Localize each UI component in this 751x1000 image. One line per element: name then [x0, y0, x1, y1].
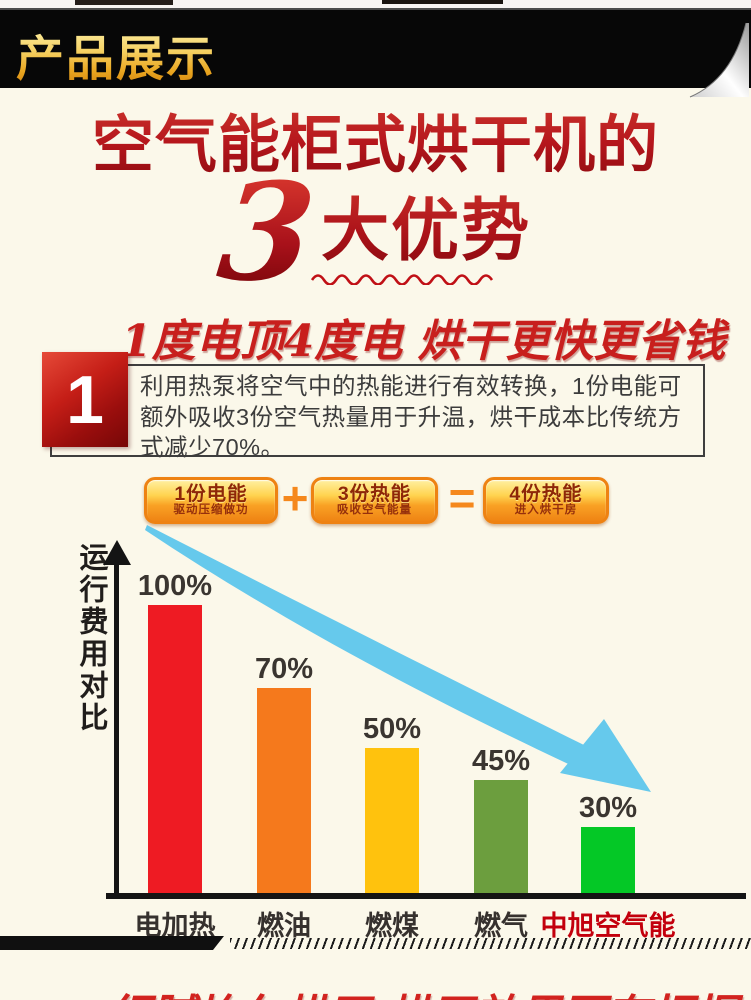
advantage1-number-badge: 1 — [42, 352, 128, 447]
page-curl-icon — [689, 22, 749, 98]
bar-value-label: 50% — [362, 713, 422, 745]
hero-title: 空气能柜式烘干机的 — [0, 94, 751, 184]
equals-operator: = — [448, 472, 476, 524]
hero-subtitle: 大优势 — [321, 175, 531, 274]
section-banner: 产品展示 — [0, 8, 751, 98]
top-strip — [0, 0, 751, 8]
plus-operator: + — [281, 472, 309, 524]
divider-solid-bar — [0, 936, 224, 950]
bar-2 — [257, 688, 311, 893]
formula-item-title: 4份热能 — [509, 483, 583, 505]
bar-category-label: 中旭空气能 — [540, 911, 676, 941]
y-axis-label: 运行费用对比 — [75, 542, 107, 734]
advantage1-body-line: 利用热泵将空气中的热能进行有效转换，1份电能可 — [140, 373, 682, 399]
formula-item-title: 1份电能 — [174, 483, 248, 505]
formula-item-subtitle: 吸收空气能量 — [337, 504, 412, 516]
cost-comparison-chart: 运行费用对比 100% 电加热 70% 燃油 50% 燃煤 45% 燃气 30% 中旭空气能 — [0, 518, 751, 942]
bar-4 — [474, 780, 528, 893]
previous-section-remnant — [382, 0, 503, 4]
y-axis-line — [114, 562, 119, 896]
formula-item-electric-energy: 1份电能 驱动压缩做功 — [144, 477, 278, 524]
previous-section-remnant — [75, 0, 173, 5]
advantage1-body-line: 额外吸收3份空气热量用于升温，烘干成本比传统方 — [140, 403, 682, 430]
banner-title: 产品展示 — [16, 19, 216, 89]
bar-value-label: 30% — [578, 792, 638, 824]
formula-item-subtitle: 进入烘干房 — [514, 504, 578, 516]
bar-value-label: 45% — [471, 745, 531, 777]
bar-category-label: 燃煤 — [365, 911, 419, 941]
formula-item-subtitle: 驱动压缩做功 — [173, 504, 249, 516]
next-section-heading-partial: 细腻均匀烘干 烘干效果更有把握 — [106, 980, 737, 1000]
x-axis-line — [106, 893, 746, 899]
advantage1-number: 1 — [66, 361, 104, 438]
y-axis-arrowhead-icon — [103, 540, 131, 565]
formula-item-title: 3份热能 — [337, 483, 412, 505]
big-number-3: 3 — [211, 153, 322, 312]
formula-item-total-heat: 4份热能 进入烘干房 — [483, 477, 609, 524]
bar-category-label: 燃油 — [257, 911, 311, 941]
advantage1-body: 利用热泵将空气中的热能进行有效转换，1份电能可 额外吸收3份空气热量用于升温，烘… — [140, 371, 715, 463]
bar-3 — [365, 748, 419, 893]
advantage1-heading: 1度电顶4度电 烘干更快更省钱 — [121, 316, 726, 367]
divider-stripes — [230, 938, 751, 949]
bar-value-label: 100% — [137, 570, 213, 602]
bar-1 — [148, 605, 202, 893]
bar-value-label: 70% — [254, 653, 314, 685]
bar-category-label: 燃气 — [474, 911, 528, 941]
trend-down-arrow-icon — [145, 525, 651, 792]
wavy-underline-decoration — [310, 274, 494, 285]
hero-subtitle-row: 3 大优势 — [0, 153, 751, 312]
advantage1-body-line: 式减少70%。 — [140, 434, 285, 460]
bar-5 — [581, 827, 635, 893]
formula-item-heat-energy: 3份热能 吸收空气能量 — [311, 477, 438, 524]
